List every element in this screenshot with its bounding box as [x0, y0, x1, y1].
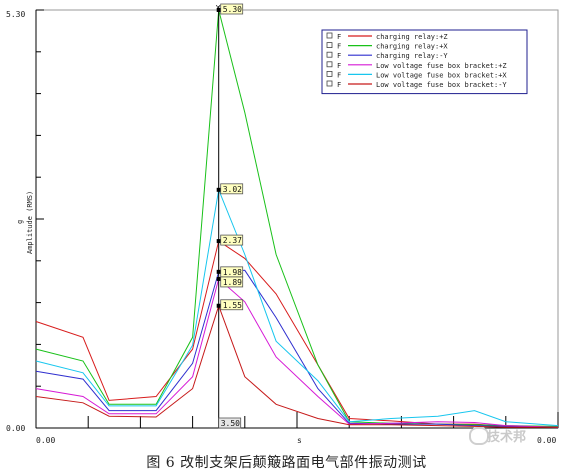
series-line-1 — [35, 240, 559, 428]
series-line-4 — [35, 277, 559, 428]
cursor-point-marker — [216, 303, 221, 308]
cursor-point-marker — [216, 269, 221, 274]
x-axis-label: s — [297, 436, 302, 445]
cursor-readout-value: 3.02 — [223, 185, 242, 194]
legend-entry: charging relay:+X — [376, 43, 448, 51]
legend-entry: charging relay:-Y — [376, 52, 448, 60]
legend-checkbox — [326, 71, 333, 77]
legend-prefix: F — [337, 62, 341, 70]
legend-checkbox — [326, 80, 333, 87]
legend-entry: charging relay:+Z — [376, 33, 448, 41]
legend-checkbox — [326, 51, 333, 58]
cursor-point-marker — [216, 276, 221, 281]
cursor-readout-value: 1.55 — [223, 301, 242, 310]
cursor-readout-value: 1.98 — [223, 268, 242, 277]
legend-checkbox — [326, 42, 333, 48]
series-line-5 — [35, 187, 559, 427]
x-tick-label: 0.00 — [537, 436, 556, 445]
y-tick-label: 0.00 — [6, 424, 25, 433]
cursor-readout-box — [220, 299, 244, 311]
y-tick-label: 5.30 — [6, 10, 25, 19]
watermark-logo-icon — [469, 427, 489, 445]
legend-prefix: F — [337, 33, 341, 41]
figure-caption: 图 6 改制支架后颠簸路面电气部件振动测试 — [146, 455, 427, 471]
cursor-readout-box — [220, 183, 244, 195]
cursor-point-marker — [216, 8, 221, 12]
cursor-readout-value: 2.37 — [223, 236, 242, 245]
watermark-text: 技术邦 — [487, 430, 527, 445]
legend-checkbox — [326, 61, 333, 68]
legend-checkbox — [326, 32, 333, 39]
chart-cursor[interactable]: Y3.505.303.022.371.981.891.55 — [216, 3, 244, 429]
cursor-point-marker — [216, 187, 221, 192]
series-line-3 — [35, 269, 559, 428]
y-axis-label: Amplitude (RMS) — [26, 191, 34, 254]
legend-box — [321, 29, 528, 95]
legend-entry: Low voltage fuse box bracket:+Z — [376, 62, 507, 70]
legend-entry: Low voltage fuse box bracket:-Y — [376, 81, 507, 89]
y-axis-unit-label: g — [16, 220, 24, 224]
legend-entry: Low voltage fuse box bracket:+X — [376, 71, 507, 79]
series-line-2 — [35, 9, 559, 427]
legend-prefix: F — [337, 81, 341, 89]
cursor-readout-value: 1.89 — [223, 278, 242, 287]
series-line-6 — [35, 304, 558, 428]
legend-prefix: F — [337, 52, 341, 60]
cursor-readout-value: 5.30 — [223, 5, 242, 14]
x-tick-label: 0.00 — [36, 436, 55, 445]
cursor-readout-box — [220, 276, 244, 288]
cursor-point-marker — [216, 239, 221, 244]
cursor-readout-box — [220, 234, 244, 246]
cursor-x-readout-box — [218, 417, 242, 429]
cursor-readout-box — [220, 3, 244, 15]
cursor-x-readout: 3.50 — [221, 419, 240, 428]
chart-series-lines — [35, 9, 559, 428]
legend-prefix: F — [337, 71, 341, 79]
legend-prefix: F — [337, 43, 341, 51]
